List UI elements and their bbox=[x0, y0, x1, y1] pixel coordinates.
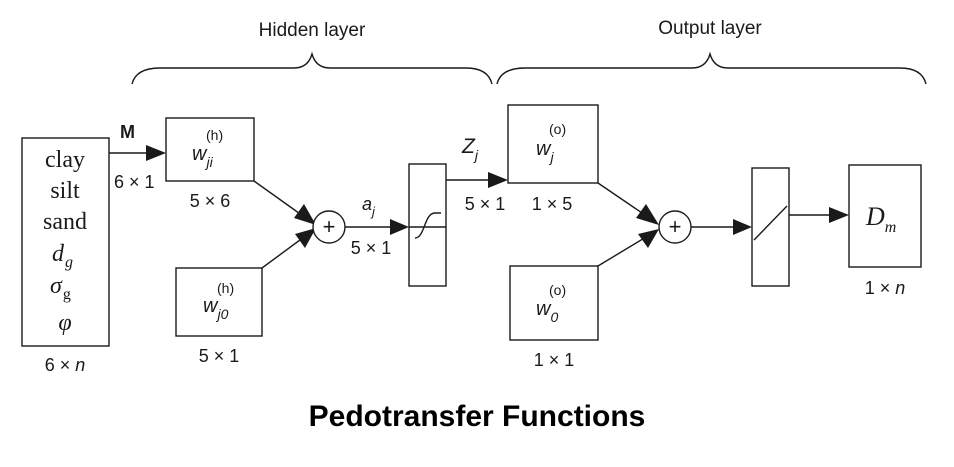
a-j-dimension: 5 × 1 bbox=[351, 238, 392, 258]
arrow-head bbox=[733, 219, 752, 235]
input-dimension: 6 × n bbox=[45, 355, 86, 375]
output-weights-superscript: (o) bbox=[549, 121, 566, 137]
arrow-head bbox=[295, 228, 316, 248]
result-box bbox=[848, 164, 922, 268]
linear-function-line bbox=[753, 205, 788, 241]
input-var-phi: φ bbox=[58, 310, 71, 336]
output-sum-symbol: + bbox=[669, 214, 682, 239]
output-bias-dimension: 1 × 1 bbox=[534, 350, 575, 370]
arrow-bias-to-sum bbox=[261, 236, 305, 269]
hidden-layer-brace bbox=[131, 51, 493, 85]
output-weights-symbol: wj bbox=[536, 138, 554, 165]
hidden-bias-dimension: 5 × 1 bbox=[199, 346, 240, 366]
arrow-head bbox=[294, 204, 316, 225]
output-weights-dimension: 1 × 5 bbox=[532, 194, 573, 214]
output-bias-box bbox=[509, 265, 599, 341]
arrow-head bbox=[146, 145, 166, 161]
hidden-weights-symbol: wji bbox=[192, 143, 214, 170]
arrow-label-m: M bbox=[120, 122, 135, 142]
arrow-output-bias-to-sum bbox=[597, 236, 647, 267]
output-weights-box bbox=[507, 104, 599, 184]
figure-caption: Pedotransfer Functions bbox=[308, 400, 646, 433]
input-var-sand: sand bbox=[43, 209, 87, 235]
arrow-head bbox=[638, 229, 659, 248]
arrow-head bbox=[488, 172, 508, 188]
arrow-head bbox=[636, 204, 659, 225]
sigmoid-activation-box bbox=[408, 163, 447, 287]
linear-activation-box bbox=[751, 167, 790, 287]
output-bias-superscript: (o) bbox=[549, 282, 566, 298]
result-dimension: 1 × n bbox=[865, 278, 906, 298]
hidden-bias-box bbox=[175, 267, 263, 337]
input-arrow-dimension: 6 × 1 bbox=[114, 172, 155, 192]
output-layer-brace bbox=[496, 51, 927, 85]
hidden-sum-symbol: + bbox=[323, 214, 336, 239]
hidden-bias-symbol: wj0 bbox=[203, 295, 229, 322]
input-variables-box bbox=[21, 137, 110, 347]
hidden-layer-label: Hidden layer bbox=[259, 20, 366, 41]
output-layer-label: Output layer bbox=[658, 18, 762, 39]
a-j-label: aj bbox=[362, 194, 376, 219]
hidden-bias-superscript: (h) bbox=[217, 280, 234, 296]
sigmoid-curve bbox=[414, 212, 441, 239]
input-var-clay: clay bbox=[45, 147, 85, 173]
z-j-label: Zj bbox=[461, 135, 479, 163]
input-var-dg: dg bbox=[52, 241, 73, 271]
arrow-head bbox=[390, 219, 409, 235]
z-j-dimension: 5 × 1 bbox=[465, 194, 506, 214]
output-bias-symbol: w0 bbox=[536, 298, 558, 325]
arrow-output-weights-to-sum bbox=[597, 182, 646, 216]
input-var-sigmag: σg bbox=[50, 273, 71, 303]
arrow-weights-to-sum bbox=[253, 180, 304, 217]
result-symbol: Dm bbox=[865, 202, 896, 236]
hidden-weights-dimension: 5 × 6 bbox=[190, 191, 231, 211]
input-var-silt: silt bbox=[50, 178, 80, 204]
arrow-head bbox=[829, 207, 849, 223]
hidden-weights-superscript: (h) bbox=[206, 127, 223, 143]
hidden-weights-box bbox=[165, 117, 255, 182]
